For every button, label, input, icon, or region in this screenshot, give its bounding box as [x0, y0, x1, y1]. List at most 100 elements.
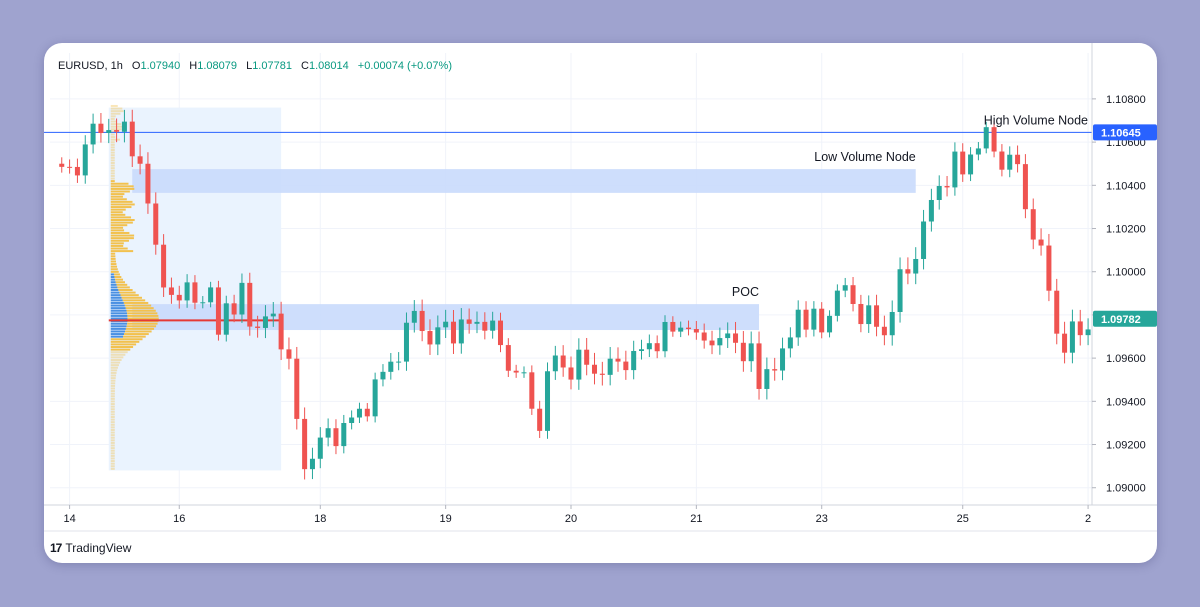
volume-profile-bar-buy — [127, 322, 158, 325]
volume-profile-bar-sell — [110, 281, 116, 284]
volume-profile-bar-buy — [110, 369, 118, 372]
candle-body — [889, 311, 895, 336]
volume-profile-bar-sell — [110, 327, 126, 330]
volume-profile-bar-buy — [110, 242, 124, 245]
candle-body — [756, 343, 762, 389]
price-label: 1.10645 — [1101, 127, 1141, 139]
candle-body — [874, 305, 880, 327]
volume-profile-bar-buy — [110, 229, 125, 232]
volume-profile-bar-buy — [117, 286, 130, 289]
low-volume-node-zone — [132, 169, 916, 193]
volume-profile-bar-buy — [127, 314, 159, 317]
volume-profile-bar-buy — [110, 418, 115, 421]
volume-profile-bar-buy — [110, 403, 115, 406]
volume-profile-bar-buy — [110, 107, 123, 110]
candle-body — [646, 343, 652, 350]
volume-profile-bar-buy — [110, 198, 127, 201]
volume-profile-bar-buy — [110, 387, 115, 390]
candle-body — [866, 305, 872, 325]
candle-body — [881, 326, 887, 336]
candle-body — [686, 327, 692, 330]
volume-profile-bar-buy — [110, 237, 134, 240]
volume-profile-bar-buy — [110, 112, 121, 115]
legend-high-label: H — [189, 60, 198, 72]
candle-body — [834, 290, 840, 316]
volume-profile-bar-buy — [110, 250, 134, 253]
candle-body — [921, 221, 927, 259]
candle-body — [223, 303, 229, 335]
volume-profile-bar-buy — [110, 353, 126, 356]
volume-profile-bar-buy — [110, 447, 115, 450]
volume-profile-bar-buy — [115, 278, 124, 281]
candle-body — [388, 361, 394, 372]
volume-profile-bar-buy — [110, 395, 115, 398]
candle-body — [654, 343, 660, 352]
candle-body — [772, 369, 778, 371]
volume-profile-bar-sell — [110, 289, 119, 291]
candle-body — [200, 302, 206, 304]
candle-body — [842, 285, 848, 291]
volume-profile-bar-buy — [110, 340, 140, 343]
volume-profile-bar-buy — [125, 330, 152, 333]
candle-body — [623, 361, 629, 371]
candle-body — [490, 320, 496, 331]
legend-interval[interactable]: 1h — [110, 60, 123, 72]
candle-body — [419, 310, 425, 332]
legend-close-label: C — [301, 60, 309, 72]
tradingview-brand[interactable]: 17 TradingView — [50, 541, 131, 555]
volume-profile-bar-sell — [110, 273, 114, 276]
candle-body — [764, 369, 770, 389]
candle-body — [192, 282, 198, 303]
volume-profile-bar-buy — [110, 263, 117, 266]
legend-symbol[interactable]: EURUSD — [58, 60, 105, 72]
candle-body — [129, 121, 135, 157]
volume-profile-bar-buy — [110, 400, 115, 403]
candle-body — [1038, 239, 1044, 246]
candle-body — [176, 294, 182, 301]
volume-profile-bar-buy — [110, 366, 118, 369]
volume-profile-bar-buy — [110, 371, 117, 374]
volume-profile-bar-buy — [110, 234, 135, 237]
candle-body — [850, 285, 856, 304]
volume-profile-bar-buy — [110, 454, 115, 457]
volume-profile-bar-buy — [110, 211, 123, 214]
volume-profile-bar-buy — [110, 439, 115, 442]
candle-body — [153, 203, 159, 245]
volume-profile-bar-buy — [110, 159, 115, 162]
candle-body — [576, 349, 582, 380]
volume-profile-bar-buy — [110, 392, 115, 395]
x-tick-label: 21 — [690, 513, 702, 525]
volume-profile-bar-sell — [110, 301, 124, 304]
candle-body — [733, 333, 739, 343]
volume-profile-bar-buy — [110, 361, 121, 364]
price-chart[interactable]: High Volume Node Low Volume Node POC 1.1080… — [44, 43, 1157, 563]
volume-profile-bar-buy — [110, 265, 118, 268]
volume-profile-bar-buy — [113, 273, 120, 276]
volume-profile-bar-buy — [110, 143, 115, 146]
candle-body — [270, 313, 276, 317]
volume-profile-bar-buy — [110, 182, 129, 185]
volume-profile-bar-buy — [110, 180, 115, 183]
candle-body — [168, 287, 174, 295]
y-tick-label: 1.09200 — [1106, 440, 1146, 452]
volume-profile-bar-buy — [110, 206, 132, 209]
volume-profile-bar-buy — [110, 169, 115, 172]
volume-profile-bar-buy — [110, 436, 115, 439]
candle-body — [215, 287, 221, 335]
candle-body — [443, 321, 449, 328]
candle-body — [497, 320, 503, 346]
candle-body — [913, 258, 919, 274]
x-tick-label: 14 — [63, 513, 75, 525]
volume-profile-bar-buy — [110, 133, 115, 136]
candle-body — [121, 121, 127, 132]
x-tick-label: 20 — [565, 513, 577, 525]
candle-body — [693, 329, 699, 333]
candle-body — [827, 315, 833, 333]
volume-profile-bar-buy — [110, 164, 115, 167]
volume-profile-bar-sell — [110, 312, 128, 315]
volume-profile-bar-buy — [110, 151, 115, 154]
legend-open: 1.07940 — [140, 60, 181, 72]
volume-profile-bar-buy — [110, 257, 116, 260]
volume-profile-bar-buy — [119, 291, 136, 294]
volume-profile-bar-sell — [110, 291, 120, 294]
